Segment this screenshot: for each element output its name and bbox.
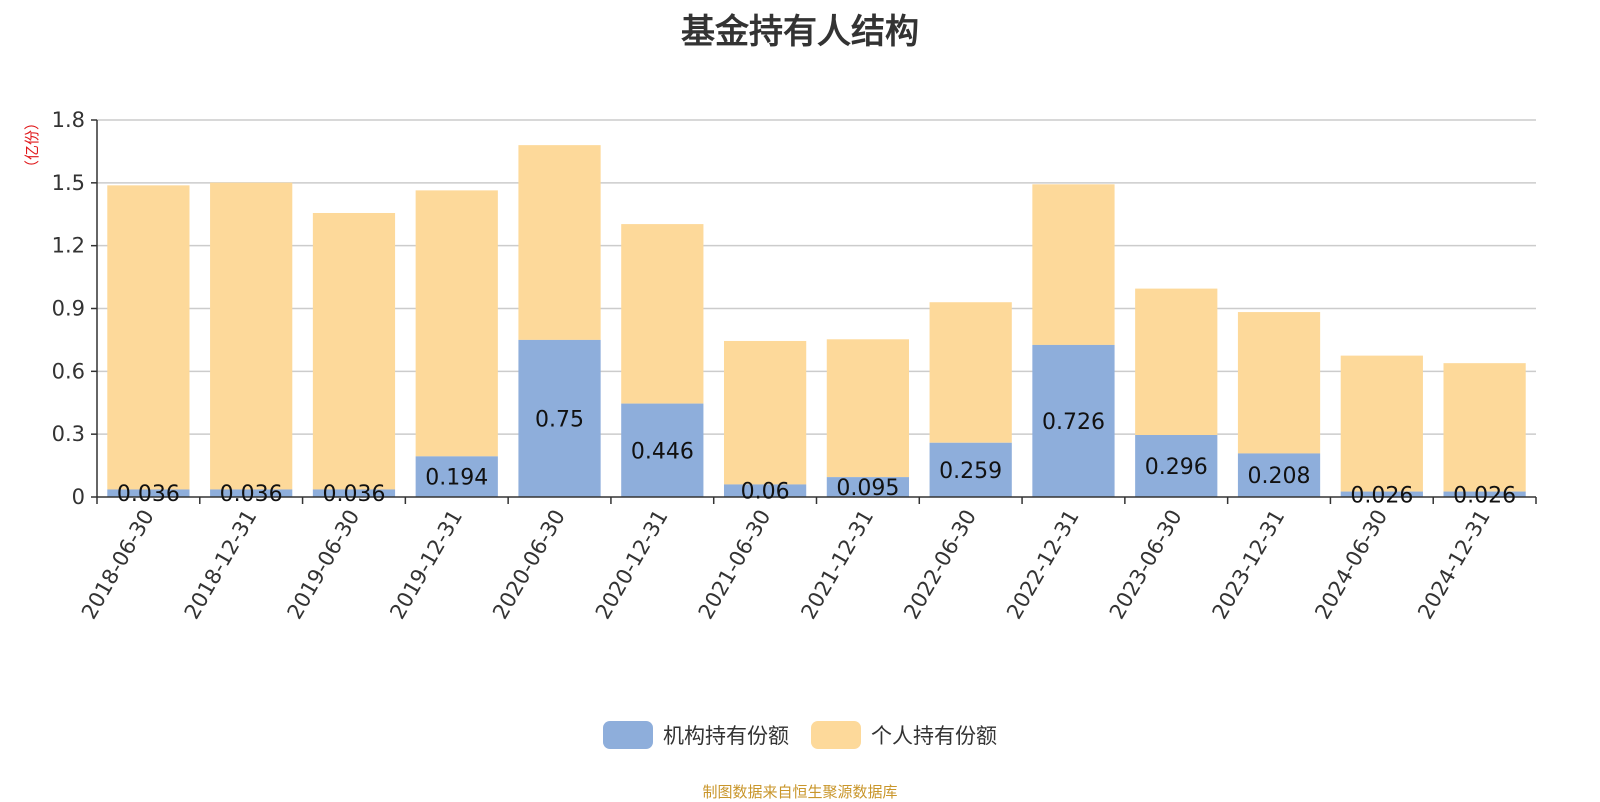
bar-institutional xyxy=(929,442,1012,497)
legend-item-institutional[interactable]: 机构持有份额 xyxy=(603,720,789,750)
bar-institutional xyxy=(1340,491,1423,497)
x-tick-label: 2022-12-31 xyxy=(1002,506,1084,624)
bar-individual xyxy=(210,182,293,490)
bar-institutional xyxy=(312,489,396,497)
data-label: 0.194 xyxy=(425,466,488,491)
chart-title: 基金持有人结构 xyxy=(681,12,919,52)
x-tick-label: 2018-06-30 xyxy=(77,506,159,624)
x-tick-label: 2020-06-30 xyxy=(488,506,570,624)
x-tick-label: 2024-06-30 xyxy=(1310,506,1392,624)
bar-individual xyxy=(415,190,498,457)
legend-label-institutional: 机构持有份额 xyxy=(663,724,789,748)
bar-institutional xyxy=(826,477,910,497)
bar-institutional xyxy=(1443,491,1526,497)
data-label: 0.036 xyxy=(220,482,283,507)
bar-individual xyxy=(1032,184,1115,345)
bar-institutional xyxy=(1032,344,1115,497)
legend: 机构持有份额 个人持有份额 xyxy=(0,720,1600,750)
data-label: 0.036 xyxy=(322,482,385,507)
y-tick-label: 1.8 xyxy=(52,108,85,132)
bar-institutional xyxy=(1237,453,1321,497)
x-tick-label: 2020-12-31 xyxy=(591,506,673,624)
legend-swatch-individual xyxy=(811,721,861,749)
bar-individual xyxy=(107,185,190,490)
x-tick-label: 2018-12-31 xyxy=(180,506,262,624)
bar-institutional xyxy=(107,489,190,497)
legend-label-individual: 个人持有份额 xyxy=(871,724,997,748)
data-label: 0.095 xyxy=(836,476,899,501)
bar-individual xyxy=(518,145,601,340)
bar-individual xyxy=(1237,312,1321,454)
bar-institutional xyxy=(621,403,704,497)
x-tick-label: 2023-12-31 xyxy=(1208,506,1290,624)
x-tick-label: 2021-06-30 xyxy=(694,506,776,624)
bar-individual xyxy=(1135,288,1218,436)
data-label: 0.726 xyxy=(1042,410,1105,435)
data-label: 0.296 xyxy=(1145,455,1208,480)
x-tick-label: 2019-06-30 xyxy=(282,506,364,624)
y-tick-label: 1.5 xyxy=(52,171,85,195)
data-label: 0.208 xyxy=(1248,464,1311,489)
bar-institutional xyxy=(723,484,807,497)
y-tick-label: 0.3 xyxy=(52,422,85,446)
source-note: 制图数据来自恒生聚源数据库 xyxy=(702,783,898,801)
y-tick-label: 0 xyxy=(72,485,85,509)
x-tick-label: 2023-06-30 xyxy=(1105,506,1187,624)
bar-individual xyxy=(1340,355,1423,492)
y-tick-label: 0.9 xyxy=(52,297,85,321)
data-labels: 0.036 0.036 0.036 0.194 0.75 0.446 0.06 0.095 0.… xyxy=(117,407,1516,508)
legend-item-individual[interactable]: 个人持有份额 xyxy=(811,720,997,750)
y-tick-label: 1.2 xyxy=(52,234,85,258)
bar-individual xyxy=(621,224,704,404)
legend-swatch-institutional xyxy=(603,721,653,749)
bar-institutional xyxy=(518,339,601,497)
data-label: 0.06 xyxy=(741,480,790,505)
data-label: 0.026 xyxy=(1350,483,1413,508)
data-label: 0.446 xyxy=(631,439,694,464)
bar-institutional xyxy=(210,489,293,497)
bar-individual xyxy=(826,339,910,478)
data-label: 0.026 xyxy=(1453,483,1516,508)
bar-individual xyxy=(1443,363,1526,492)
data-label: 0.259 xyxy=(939,459,1002,484)
x-tick-label: 2019-12-31 xyxy=(385,506,467,624)
data-label: 0.036 xyxy=(117,482,180,507)
x-tick-label: 2024-12-31 xyxy=(1413,506,1495,624)
bars xyxy=(107,145,1526,497)
x-tick-label: 2022-06-30 xyxy=(899,506,981,624)
bar-individual xyxy=(312,212,396,490)
bar-institutional xyxy=(1135,435,1218,497)
y-axis-title: （亿份） xyxy=(23,115,41,175)
x-tick-label: 2021-12-31 xyxy=(796,506,878,624)
bar-institutional xyxy=(415,456,498,497)
bar-individual xyxy=(929,302,1012,443)
data-label: 0.75 xyxy=(535,407,584,432)
y-tick-label: 0.6 xyxy=(52,359,85,383)
bar-individual xyxy=(723,340,807,485)
